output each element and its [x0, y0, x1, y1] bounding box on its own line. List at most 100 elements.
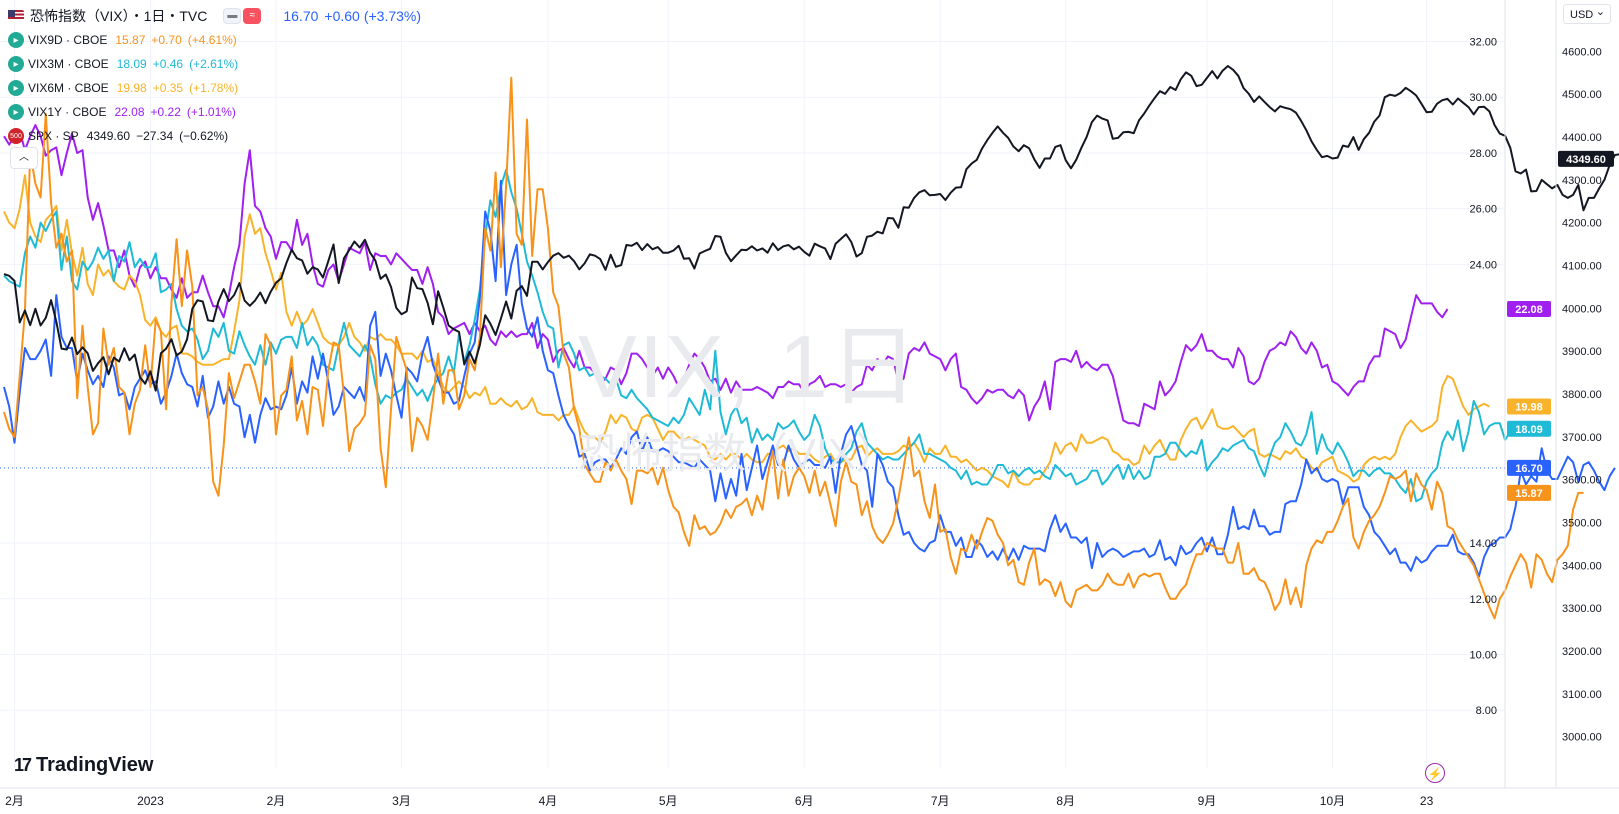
legend-change-pct: (+4.61%) [187, 33, 237, 47]
legend-symbol: VIX6M · CBOE [28, 81, 109, 95]
last-value-badge [1507, 300, 1551, 317]
last-value-badge [1507, 459, 1551, 476]
legend-change-pct: (+1.78%) [189, 81, 239, 95]
last-value-label: 19.98 [1515, 402, 1543, 414]
chart-grid [0, 0, 1505, 768]
last-value-badge [1558, 150, 1614, 167]
tv-logo-icon: 17 [14, 755, 32, 775]
y2-axis-tick-label: 3200.00 [1562, 646, 1602, 658]
last-value-label: 15.87 [1515, 488, 1543, 500]
chart-series [0, 65, 1619, 620]
lightning-icon[interactable]: ⚡ [1425, 763, 1445, 783]
last-value-label: 4349.60 [1566, 154, 1606, 166]
watermark-symbol: VIX, 1日 [578, 317, 920, 416]
series-line-vix [3, 179, 1616, 578]
main-last-value: 16.70 [283, 8, 319, 24]
legend: 恐怖指数（VIX）・1日・TVC ▬ ≈ 16.70 +0.60 (+3.73%… [8, 4, 421, 148]
legend-value: 22.08 [114, 105, 145, 119]
last-value-badge [1507, 420, 1551, 437]
last-value-badge [1507, 484, 1551, 501]
legend-symbol: SPX · SP [28, 129, 79, 143]
series-title: 恐怖指数（VIX）・1日・TVC [30, 8, 208, 24]
series-line-spx [3, 65, 1619, 392]
y-axis-tick-label: 32.00 [1469, 37, 1497, 49]
legend-value: 18.09 [116, 57, 147, 71]
main-series-header[interactable]: 恐怖指数（VIX）・1日・TVC ▬ ≈ 16.70 +0.60 (+3.73%… [8, 4, 421, 28]
y2-axis-tick-label: 4400.00 [1562, 132, 1602, 144]
x-axis-tick-label: 2月 [5, 794, 24, 808]
y2-axis-tick-label: 3400.00 [1562, 560, 1602, 572]
y-axis-tick-label: 28.00 [1469, 148, 1497, 160]
y2-axis-tick-label: 3000.00 [1562, 732, 1602, 744]
series-line-vix1y [3, 124, 1449, 427]
last-value-label: 16.70 [1515, 463, 1543, 475]
y-axis-tick-label: 24.00 [1469, 259, 1497, 271]
x-axis-tick-label: 6月 [795, 794, 814, 808]
y2-axis-tick-label: 4500.00 [1562, 89, 1602, 101]
legend-row[interactable]: 500 SPX · SP 4349.60 −27.34 (−0.62%) [8, 124, 421, 148]
x-axis-tick-label: 10月 [1320, 794, 1345, 808]
y2-axis-tick-label: 4200.00 [1562, 218, 1602, 230]
play-icon: ▸ [8, 104, 24, 120]
y2-axis-tick-label: 4100.00 [1562, 261, 1602, 273]
last-value-label: 18.09 [1515, 424, 1543, 436]
currency-selector[interactable]: USD [1563, 2, 1611, 24]
x-axis-tick-label: 2月 [267, 794, 286, 808]
x-axis-tick-label: 2023 [137, 794, 164, 808]
series-line-vix9d [3, 76, 1584, 620]
legend-symbol: VIX9D · CBOE [28, 33, 108, 47]
series-line-vix3m [3, 168, 1516, 503]
y-axis-tick-label: 10.00 [1469, 650, 1497, 662]
legend-change-pct: (−0.62%) [179, 129, 229, 143]
legend-symbol: VIX3M · CBOE [28, 57, 109, 71]
compare-icon[interactable]: ≈ [243, 8, 262, 24]
legend-row[interactable]: ▸ VIX3M · CBOE 18.09 +0.46 (+2.61%) [8, 52, 421, 76]
y-axis-tick-label: 14.00 [1469, 538, 1497, 550]
play-icon: ▸ [8, 32, 24, 48]
legend-change: +0.46 [152, 57, 184, 71]
collapse-legend-button[interactable]: ︿ [10, 147, 38, 169]
legend-change: +0.35 [152, 81, 184, 95]
y-axis-tick-label: 26.00 [1469, 204, 1497, 216]
x-axis-tick-label: 9月 [1198, 794, 1217, 808]
watermark-name: 恐怖指数（VIX） [578, 430, 898, 477]
x-axis-tick-label: 7月 [931, 794, 950, 808]
legend-row[interactable]: ▸ VIX1Y · CBOE 22.08 +0.22 (+1.01%) [8, 100, 421, 124]
x-axis-tick-label: 3月 [392, 794, 411, 808]
y2-axis-tick-label: 3300.00 [1562, 603, 1602, 615]
us-flag-icon [8, 10, 24, 22]
hide-icon[interactable]: ▬ [223, 8, 242, 24]
sp500-icon: 500 [8, 128, 24, 144]
legend-change: +0.22 [150, 105, 181, 119]
main-change-pct: (+3.73%) [363, 8, 422, 24]
x-axis-tick-label: 4月 [539, 794, 558, 808]
y2-axis-tick-label: 3600.00 [1562, 475, 1602, 487]
y-axis-tick-label: 8.00 [1476, 705, 1497, 717]
play-icon: ▸ [8, 80, 24, 96]
logo-text: TradingView [36, 754, 154, 776]
legend-row[interactable]: ▸ VIX9D · CBOE 15.87 +0.70 (+4.61%) [8, 28, 421, 52]
legend-change-pct: (+1.01%) [186, 105, 236, 119]
last-value-label: 22.08 [1515, 304, 1543, 316]
y2-axis-tick-label: 4000.00 [1562, 303, 1602, 315]
play-icon: ▸ [8, 56, 24, 72]
legend-change-pct: (+2.61%) [189, 57, 239, 71]
y2-axis-tick-label: 3900.00 [1562, 346, 1602, 358]
y2-axis-tick-label: 4300.00 [1562, 175, 1602, 187]
y2-axis-tick-label: 3100.00 [1562, 689, 1602, 701]
legend-row[interactable]: ▸ VIX6M · CBOE 19.98 +0.35 (+1.78%) [8, 76, 421, 100]
last-value-badge [1507, 398, 1551, 415]
main-change: +0.60 [324, 8, 360, 24]
y2-axis-tick-label: 3700.00 [1562, 432, 1602, 444]
x-axis-tick-label: 8月 [1056, 794, 1075, 808]
legend-change: −27.34 [136, 129, 174, 143]
legend-value: 4349.60 [86, 129, 131, 143]
y-axis-tick-label: 12.00 [1469, 594, 1497, 606]
legend-value: 19.98 [116, 81, 147, 95]
y-axis-tick-label: 30.00 [1469, 92, 1497, 104]
tradingview-logo[interactable]: 17 TradingView [14, 754, 153, 777]
x-axis-tick-label: 5月 [659, 794, 678, 808]
legend-value: 15.87 [115, 33, 146, 47]
